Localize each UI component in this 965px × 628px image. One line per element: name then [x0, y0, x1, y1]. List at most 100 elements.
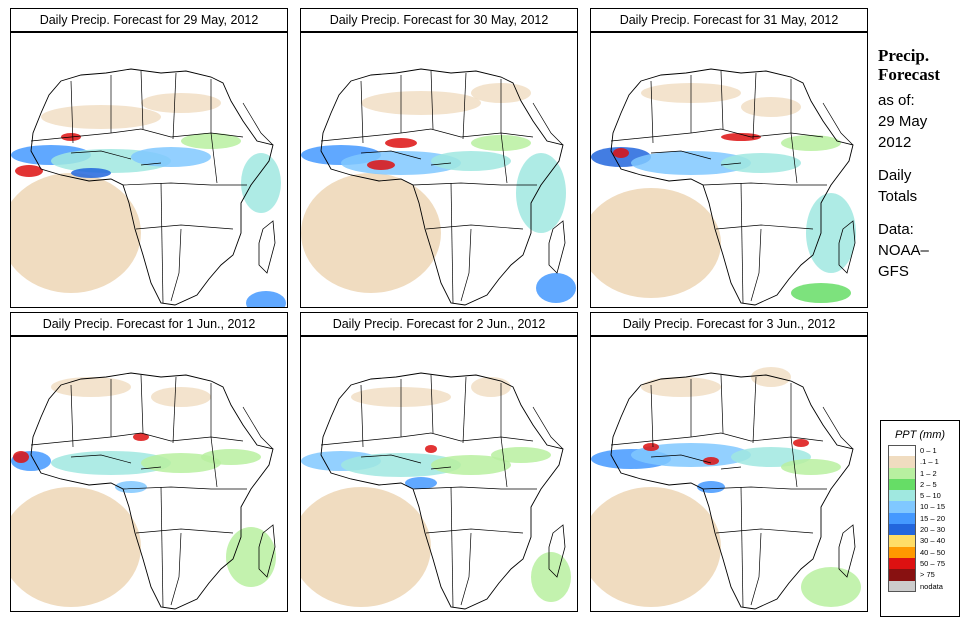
africa-map-svg	[11, 372, 276, 610]
precip-area	[385, 138, 417, 148]
legend-label: 0 – 1	[920, 446, 937, 455]
legend-label: 15 – 20	[920, 513, 946, 523]
country-border	[500, 436, 508, 488]
country-border	[430, 162, 452, 166]
africa-coastline	[610, 68, 854, 306]
country-border	[720, 162, 742, 166]
legend-item: 15 – 20	[888, 512, 959, 525]
precip-area	[791, 283, 851, 303]
country-border	[715, 224, 814, 230]
precip-map	[300, 32, 578, 308]
data-source-label: Data:	[878, 221, 914, 238]
precip-area	[781, 135, 841, 151]
legend-item: 5 – 10	[888, 490, 959, 502]
legend-swatch	[888, 445, 916, 457]
country-border	[462, 72, 467, 140]
legend-label: 10 – 15	[920, 502, 946, 512]
legend-label: 5 – 10	[920, 491, 941, 501]
forecast-panel-29-may: Daily Precip. Forecast for 29 May, 2012	[10, 8, 288, 308]
legend-label: 20 – 30	[920, 525, 946, 535]
country-border	[140, 70, 144, 130]
precip-area	[15, 165, 43, 177]
legend-title: PPT (mm)	[894, 429, 946, 441]
light-precip-area	[361, 91, 481, 115]
country-border	[790, 132, 798, 184]
ocean-dry-area	[11, 487, 141, 607]
light-precip-area	[641, 377, 721, 397]
forecast-panel-3-jun: Daily Precip. Forecast for 3 Jun., 2012	[590, 312, 868, 612]
legend-swatch	[888, 524, 916, 536]
precip-area	[471, 135, 531, 151]
legend-swatch	[888, 478, 916, 491]
legend-swatch	[888, 512, 916, 525]
country-border	[650, 150, 712, 160]
country-border	[450, 486, 454, 608]
country-border	[70, 150, 132, 160]
legend-item: 10 – 15	[888, 501, 959, 513]
precip-area	[536, 273, 576, 303]
legend-item: 20 – 30	[888, 524, 959, 536]
africa-map-svg	[301, 372, 571, 610]
country-border	[170, 532, 182, 606]
country-border	[702, 486, 827, 490]
legend-item: 40 – 50	[888, 546, 959, 558]
country-border	[750, 532, 762, 606]
country-border	[715, 528, 814, 534]
panel-title: Daily Precip. Forecast for 2 Jun., 2012	[300, 312, 578, 336]
legend-swatch	[888, 569, 916, 581]
country-border	[430, 70, 434, 130]
africa-map-svg	[301, 68, 576, 306]
as-of-label: as of:	[878, 92, 915, 109]
ocean-dry-area	[301, 173, 441, 293]
panel-title: Daily Precip. Forecast for 29 May, 2012	[10, 8, 288, 32]
country-border	[135, 528, 234, 534]
country-border	[750, 228, 762, 302]
africa-coastline	[320, 68, 564, 306]
precip-area	[793, 439, 809, 447]
precip-area	[367, 160, 395, 170]
country-border	[425, 528, 524, 534]
legend-label: 50 – 75	[920, 558, 946, 568]
forecast-panel-31-may: Daily Precip. Forecast for 31 May, 2012	[590, 8, 868, 308]
country-border	[740, 486, 744, 608]
country-border	[70, 80, 74, 144]
legend-item: 0 – 1	[888, 445, 959, 457]
country-border	[790, 436, 798, 488]
country-border	[70, 454, 132, 464]
totals-line2: Totals	[878, 188, 918, 205]
precip-area	[341, 453, 461, 477]
country-border	[140, 374, 144, 434]
legend-label: 2 – 5	[920, 479, 937, 489]
country-border	[425, 224, 524, 230]
ocean-dry-area	[591, 487, 721, 607]
precip-area	[241, 153, 281, 213]
country-border	[412, 182, 537, 186]
data-source-line1: NOAA–	[878, 242, 929, 259]
precip-area	[531, 552, 571, 602]
precip-area	[201, 449, 261, 465]
madagascar-outline	[258, 220, 276, 274]
country-border	[460, 228, 472, 302]
panel-title: Daily Precip. Forecast for 30 May, 2012	[300, 8, 578, 32]
madagascar-outline	[838, 220, 856, 274]
precip-area	[721, 133, 761, 141]
precip-area	[631, 151, 751, 175]
red-sea-coast	[242, 406, 274, 450]
country-border	[172, 376, 177, 444]
legend-label: > 75	[920, 570, 935, 580]
legend-label: 30 – 40	[920, 536, 946, 546]
light-precip-area	[151, 387, 211, 407]
country-border	[650, 454, 712, 464]
africa-coastline	[30, 372, 274, 610]
precip-area	[71, 168, 111, 178]
legend-item: 30 – 40	[888, 535, 959, 547]
country-border	[720, 374, 724, 434]
totals-line1: Daily	[878, 167, 912, 184]
sidebar-info: Precip. Forecast as of: 29 May 2012 Dail…	[878, 46, 963, 282]
precip-area	[246, 291, 286, 307]
precip-area	[425, 445, 437, 453]
country-border	[140, 466, 162, 470]
red-sea-coast	[532, 406, 564, 450]
precip-area	[341, 151, 461, 175]
country-border	[450, 182, 454, 304]
